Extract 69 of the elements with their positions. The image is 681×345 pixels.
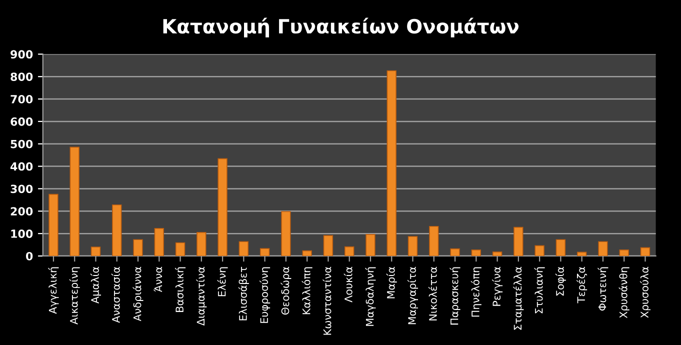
x-tick-label: Ελένη — [217, 267, 228, 296]
x-tick-label: Καλλιόπη — [302, 267, 312, 314]
x-tick-label: Νικολέττα — [428, 266, 437, 320]
bar — [598, 241, 608, 256]
bar — [281, 211, 291, 256]
x-tick-label: Χρυσούλα — [640, 266, 650, 318]
y-tick-label: 300 — [10, 184, 33, 194]
x-tick-label: Θεοδώρα — [280, 266, 292, 315]
x-tick-label: Τερέζα — [576, 266, 588, 304]
x-tick-label: Μαγδαληνή — [365, 267, 376, 326]
bar — [90, 246, 101, 256]
x-tick-label: Μαργαρίτα — [408, 266, 418, 324]
bar — [534, 245, 544, 256]
x-tick-label: Στυλιανή — [534, 267, 545, 314]
chart-title: Κατανομή Γυναικείων Ονομάτων — [163, 18, 519, 38]
bar — [196, 232, 206, 256]
bar — [133, 239, 143, 256]
y-tick-label: 800 — [10, 72, 33, 81]
bar — [576, 252, 587, 256]
x-tick-label: Αμαλία — [90, 266, 101, 304]
x-tick-label: Σοφία — [555, 266, 566, 296]
bar — [471, 250, 482, 256]
bar — [344, 246, 354, 256]
bar — [514, 226, 524, 256]
x-tick-label: Αγγελική — [48, 267, 59, 314]
bar — [408, 236, 418, 256]
x-tick-label: Άννα — [154, 266, 162, 292]
bar — [556, 239, 566, 256]
x-tick-label: Βασιλική — [175, 267, 186, 312]
x-tick-label: Πηνελόπη — [470, 267, 482, 317]
bar — [619, 250, 629, 256]
bar — [154, 228, 164, 256]
y-tick-label: 700 — [10, 94, 33, 104]
x-tick-label: Αικατερίνη — [69, 267, 80, 324]
bar — [70, 146, 80, 256]
x-tick-label: Κωνσταντίνα — [322, 266, 332, 335]
y-tick-label: 900 — [10, 50, 33, 59]
bar — [260, 248, 270, 256]
x-tick-label: Ανδριάννα — [132, 266, 144, 322]
x-tick-label: Παρασκευή — [450, 267, 460, 325]
x-tick-label: Φωτεινή — [598, 267, 608, 311]
bar — [218, 158, 228, 256]
bar — [302, 250, 312, 256]
bar — [366, 234, 376, 256]
bar — [112, 204, 122, 256]
bar — [386, 70, 396, 256]
x-tick-label: Διαμαντίνα — [196, 266, 207, 326]
x-tick-label: Χρυσάνθη — [618, 267, 630, 318]
x-tick-label: Μαρία — [386, 266, 397, 298]
bar — [450, 248, 460, 256]
bar — [429, 226, 439, 256]
bar — [492, 252, 502, 256]
y-tick-label: 0 — [26, 252, 33, 260]
y-tick-label: 500 — [10, 140, 33, 148]
y-tick-label: 100 — [11, 230, 33, 238]
x-tick-label: Ευφροσύνη — [260, 267, 270, 323]
bar — [640, 247, 650, 256]
x-tick-label: Αναστασία — [111, 266, 120, 323]
y-tick-label: 200 — [10, 207, 33, 216]
x-tick-label: Σταματέλλα — [513, 266, 524, 330]
y-tick-label: 600 — [10, 117, 33, 126]
bar — [238, 241, 249, 256]
bar — [175, 242, 186, 256]
x-tick-label: Λουκία — [344, 266, 352, 302]
y-tick-label: 400 — [10, 162, 33, 171]
bar — [323, 235, 334, 256]
x-tick-label: Ρεγγίνα — [492, 266, 503, 306]
x-tick-label: Ελισσάβετ — [238, 266, 249, 320]
bar — [48, 194, 58, 256]
